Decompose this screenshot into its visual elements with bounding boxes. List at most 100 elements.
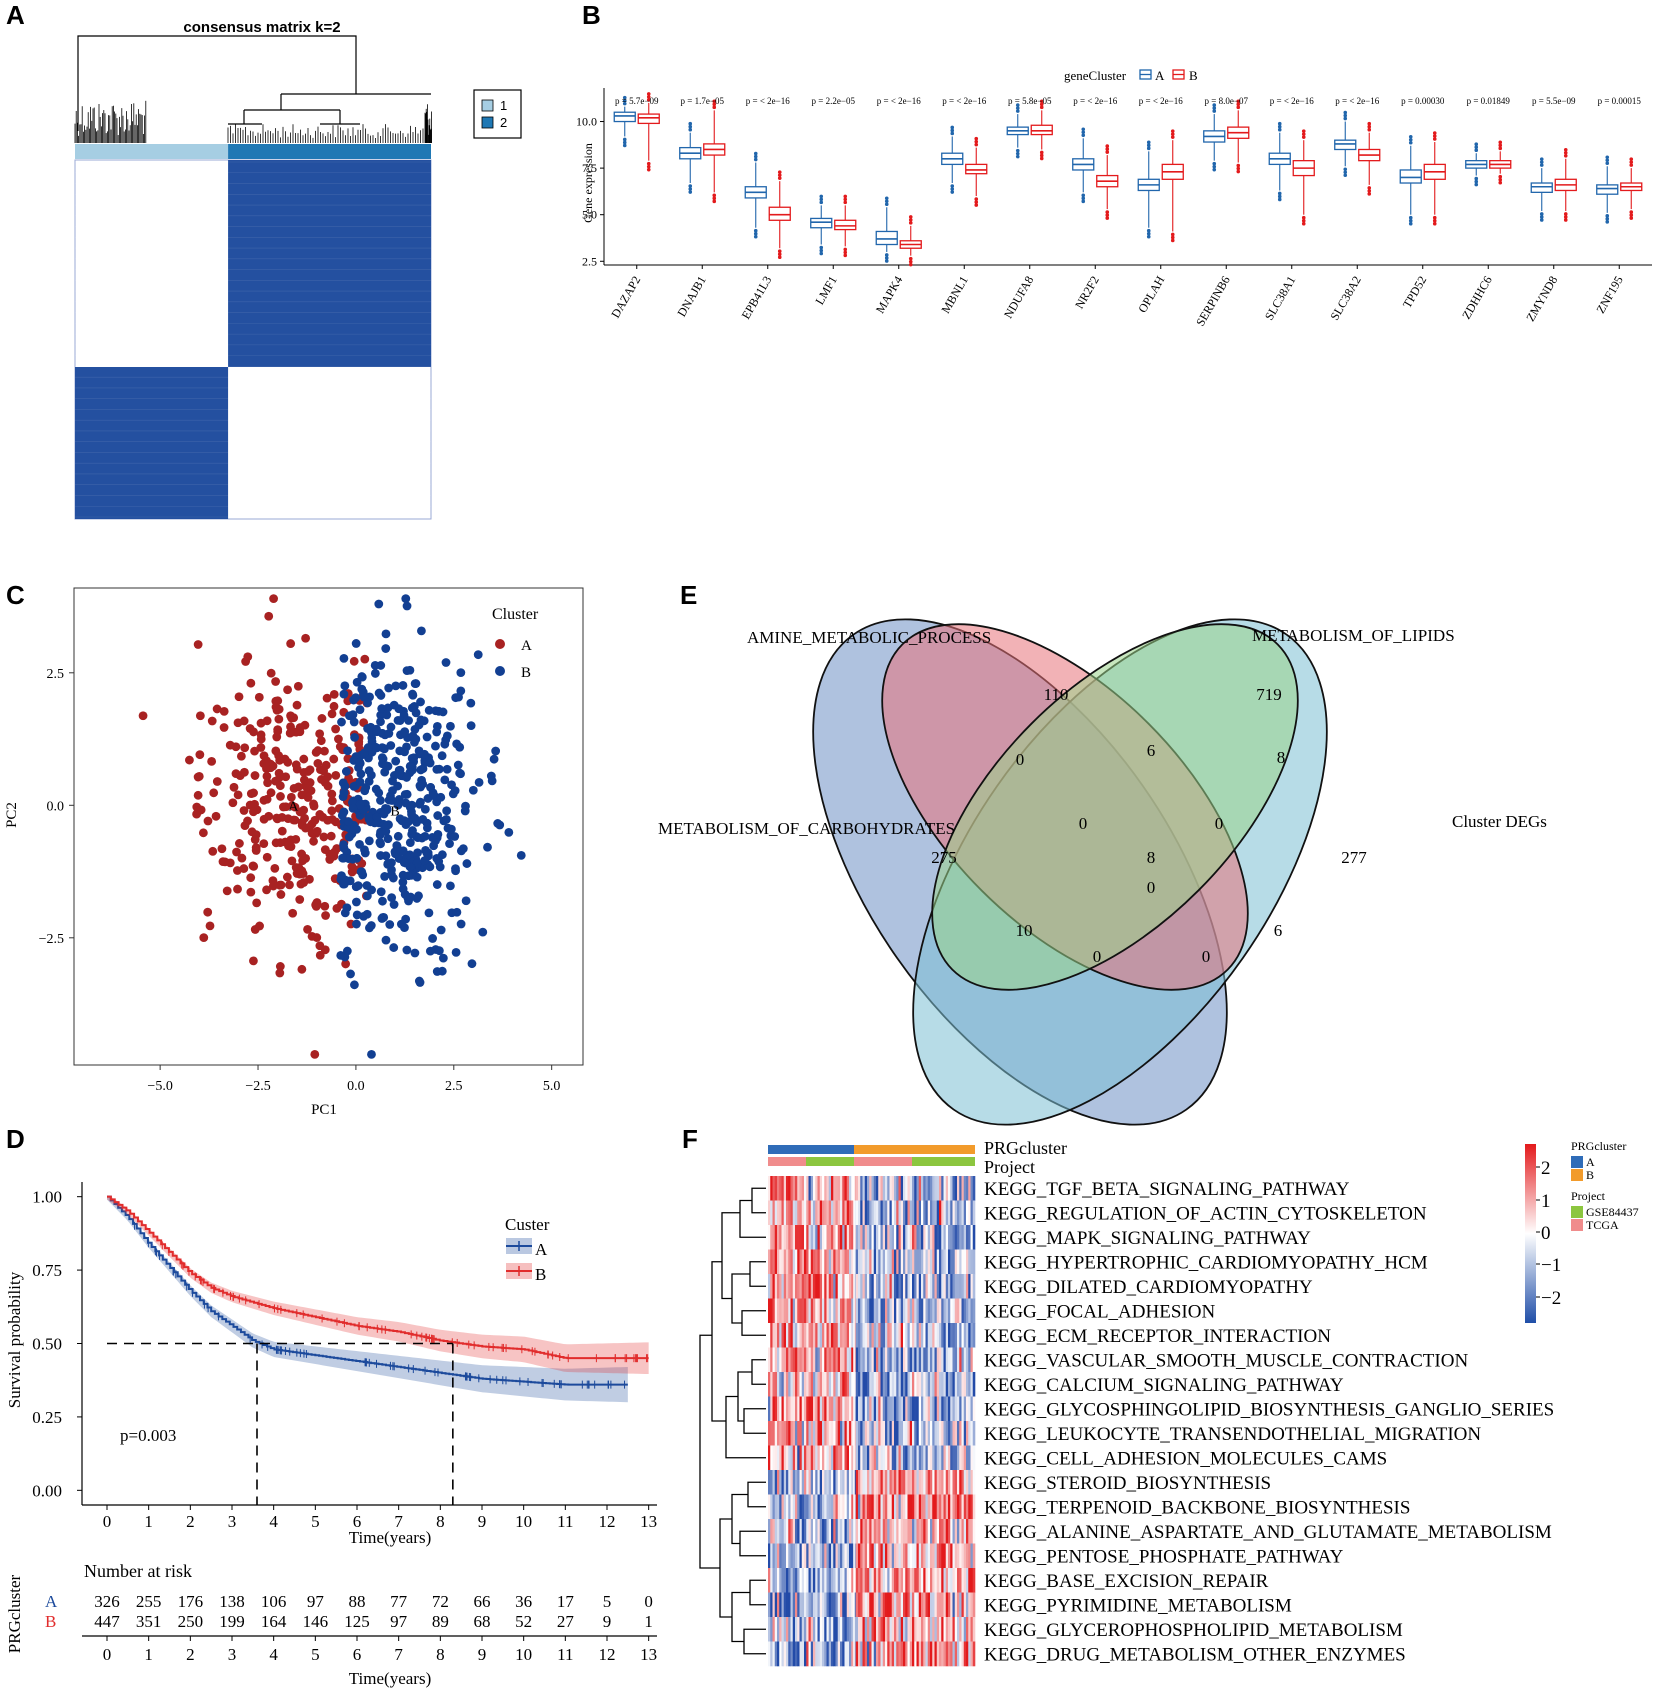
- heatmap-cell: [894, 1617, 897, 1642]
- pca-point-b: [357, 684, 367, 694]
- dendro-sub: [228, 94, 360, 125]
- heatmap-cell: [792, 1445, 796, 1471]
- heatmap-cell: [936, 1396, 940, 1422]
- heatmap-cell: [936, 1249, 940, 1275]
- heatmap-cell: [907, 1592, 911, 1618]
- pca-point-a: [295, 807, 305, 817]
- box-a-ZMYND8: [1530, 157, 1553, 222]
- heatmap-cell: [909, 1543, 913, 1569]
- heatmap-cell: [804, 1176, 807, 1201]
- heatmap-cell: [894, 1274, 897, 1299]
- pca-point-b: [437, 850, 447, 860]
- pca-point-b: [376, 887, 386, 897]
- heatmap-cell: [806, 1470, 809, 1495]
- pca-point-b: [417, 626, 426, 636]
- heatmap-cell: [806, 1347, 809, 1373]
- heatmap-cell: [903, 1200, 906, 1226]
- heatmap-cell: [790, 1592, 794, 1618]
- heatmap-cell: [948, 1298, 951, 1324]
- heatmap-cell: [932, 1347, 935, 1373]
- heatmap-cell: [795, 1200, 798, 1226]
- heatmap-cell: [959, 1298, 962, 1324]
- heatmap-cell: [889, 1421, 893, 1446]
- heatmap-cell: [783, 1200, 787, 1226]
- heatmap-cell: [972, 1494, 976, 1520]
- pca-point-b: [387, 893, 397, 903]
- heatmap-cell: [925, 1298, 929, 1324]
- risk-count: 0: [644, 1592, 653, 1611]
- outlier: [884, 199, 889, 204]
- heatmap-cell: [770, 1641, 773, 1667]
- box: [613, 111, 636, 123]
- heatmap-cell: [840, 1372, 843, 1397]
- heatmap-cell: [781, 1568, 785, 1593]
- heatmap-cell: [849, 1568, 852, 1593]
- heatmap-cell: [808, 1470, 812, 1495]
- heatmap-cell: [855, 1396, 859, 1422]
- heatmap-cell: [880, 1249, 884, 1275]
- heatmap-cell: [855, 1494, 859, 1520]
- heatmap-cell: [817, 1519, 821, 1544]
- heatmap-cell: [867, 1445, 870, 1471]
- outlier: [819, 200, 824, 205]
- pca-point-b: [432, 967, 442, 976]
- heatmap-cell: [963, 1249, 967, 1275]
- heatmap-cell: [813, 1225, 816, 1250]
- heatmap-cell: [846, 1494, 850, 1520]
- pca-point-b: [357, 867, 367, 877]
- heatmap-cell: [783, 1323, 787, 1348]
- pca-point-a: [354, 739, 364, 749]
- heatmap-cell: [918, 1200, 922, 1226]
- pca-point-a: [295, 895, 305, 904]
- heatmap-cell: [837, 1249, 841, 1275]
- heatmap-cell: [934, 1200, 938, 1226]
- pca-point-a: [266, 788, 276, 798]
- heatmap-cell: [844, 1347, 848, 1373]
- risk-count: 447: [94, 1612, 120, 1631]
- heatmap-cell: [896, 1445, 899, 1471]
- outlier: [712, 105, 717, 110]
- heatmap-cell: [948, 1225, 951, 1250]
- heatmap-cell: [907, 1421, 911, 1446]
- p-value-MBNL1: p = < 2e−16: [942, 96, 986, 106]
- x-tick-label: 2.5: [445, 1079, 463, 1094]
- pca-point-a: [203, 816, 213, 826]
- heatmap-cell: [903, 1298, 906, 1324]
- pca-point-b: [406, 892, 416, 902]
- heatmap-cell: [968, 1323, 971, 1348]
- heatmap-cell: [945, 1274, 949, 1299]
- heatmap-cell: [959, 1519, 962, 1544]
- heatmap-cell: [943, 1200, 947, 1226]
- heatmap-cell: [878, 1298, 881, 1324]
- heatmap-cell: [779, 1617, 782, 1642]
- heatmap-cell: [923, 1347, 926, 1373]
- heatmap-cell: [772, 1298, 776, 1324]
- pca-point-a: [268, 881, 278, 891]
- heatmap-cell: [864, 1323, 868, 1348]
- outlier: [1301, 215, 1306, 220]
- heatmap-cell: [795, 1543, 798, 1569]
- pca-point-b: [362, 909, 372, 919]
- heatmap-cell: [927, 1176, 931, 1201]
- heatmap-cell: [831, 1445, 834, 1471]
- pca-point-a: [259, 814, 269, 824]
- heatmap-cell: [970, 1494, 974, 1520]
- heatmap-cell: [876, 1249, 879, 1275]
- heatmap-cell: [934, 1347, 938, 1373]
- heatmap-cell: [907, 1200, 911, 1226]
- heatmap-cell: [918, 1470, 922, 1495]
- heatmap-cell: [932, 1249, 935, 1275]
- box-a-DNAJB1: [679, 121, 702, 194]
- outlier: [1212, 161, 1217, 166]
- heatmap-cell: [882, 1617, 886, 1642]
- heatmap-cell: [822, 1519, 825, 1544]
- heatmap-cell: [972, 1249, 976, 1275]
- pca-point-b: [361, 783, 371, 792]
- outlier: [1629, 213, 1634, 217]
- heatmap-cell: [925, 1396, 929, 1422]
- heatmap-cell: [792, 1519, 796, 1544]
- heatmap-cell: [810, 1396, 814, 1422]
- outlier: [1605, 158, 1610, 163]
- heatmap-cell: [768, 1592, 771, 1618]
- heatmap-cell: [810, 1641, 814, 1667]
